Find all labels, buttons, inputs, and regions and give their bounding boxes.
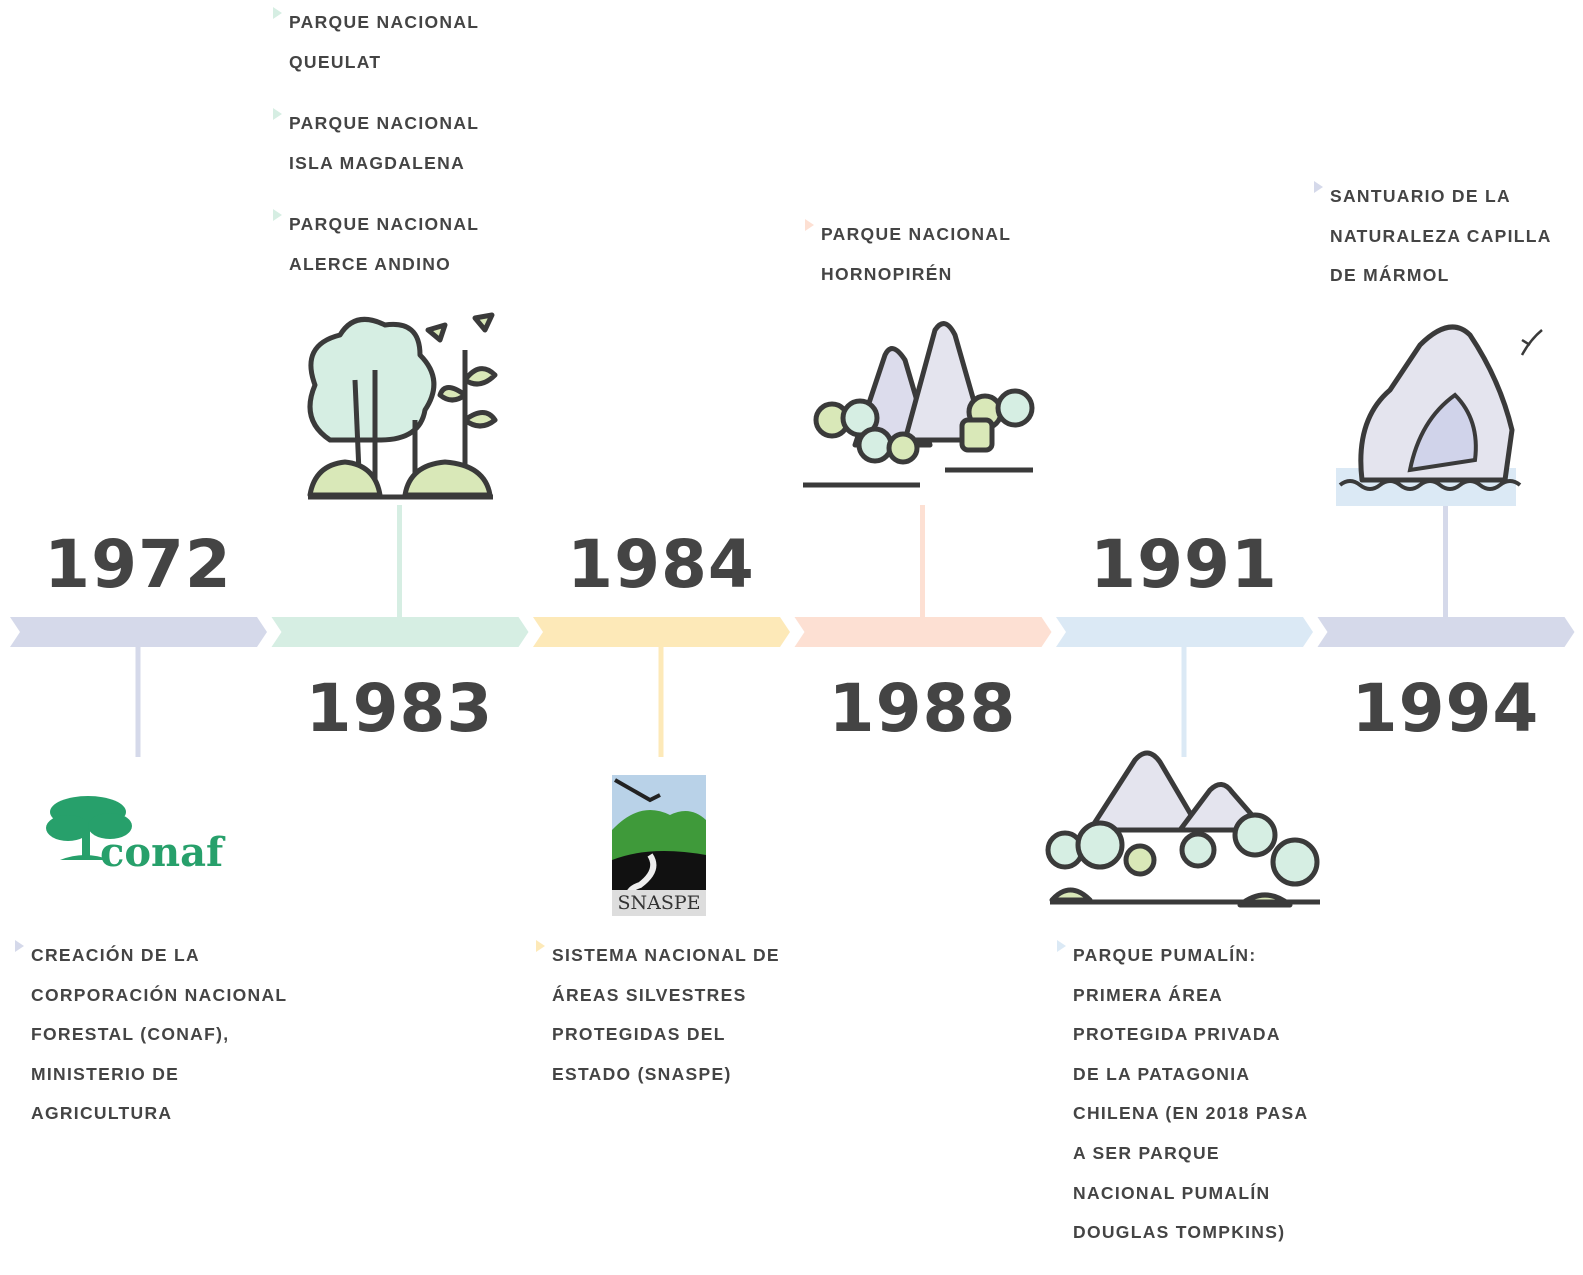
year-label: 1988 [829,670,1017,747]
band-segment [271,617,529,647]
event-text: CREACIÓN DE LA CORPORACIÓN NACIONAL FORE… [15,936,306,1156]
year-label: 1994 [1352,670,1540,747]
band [10,505,1575,757]
conaf-logo: conaf [46,796,226,876]
event-text: SISTEMA NACIONAL DE ÁREAS SILVESTRES PRO… [536,936,797,1116]
year-label: 1984 [567,526,755,603]
band-segment [533,617,790,647]
event-item: PARQUE NACIONAL ISLA MAGDALENA [273,104,504,183]
mountains-icon [803,321,1035,488]
band-segment [1056,617,1313,647]
event-text: PARQUE NACIONAL HORNOPIRÉN [805,215,1036,316]
band-segment [794,617,1052,647]
event-text: SANTUARIO DE LA NATURALEZA CAPILLA DE MÁ… [1314,177,1580,318]
event-item: CREACIÓN DE LA CORPORACIÓN NACIONAL FORE… [15,936,306,1134]
marble-icon [1336,324,1543,506]
event-item: PARQUE NACIONAL ALERCE ANDINO [273,205,504,284]
event-item: SISTEMA NACIONAL DE ÁREAS SILVESTRES PRO… [536,936,797,1094]
event-item: PARQUE NACIONAL HORNOPIRÉN [805,215,1036,294]
pumalin-icon [1045,750,1320,908]
forest-icon [307,312,498,500]
event-item: PARQUE PUMALÍN: PRIMERA ÁREA PROTEGIDA P… [1057,936,1313,1253]
year-label: 1972 [44,526,232,603]
event-item: PARQUE NACIONAL QUEULAT [273,3,504,82]
band-segment [1317,617,1575,647]
band-segment [10,617,267,647]
event-item: SANTUARIO DE LA NATURALEZA CAPILLA DE MÁ… [1314,177,1580,296]
logo-text: SNASPE [617,892,700,914]
year-label: 1983 [306,670,494,747]
event-text: PARQUE NACIONAL QUEULAT PARQUE NACIONAL … [273,3,504,307]
logo-text: conaf [100,829,226,876]
snaspe-logo: SNASPE [612,775,706,916]
event-text: PARQUE PUMALÍN: PRIMERA ÁREA PROTEGIDA P… [1057,936,1313,1275]
year-label: 1991 [1090,526,1278,603]
